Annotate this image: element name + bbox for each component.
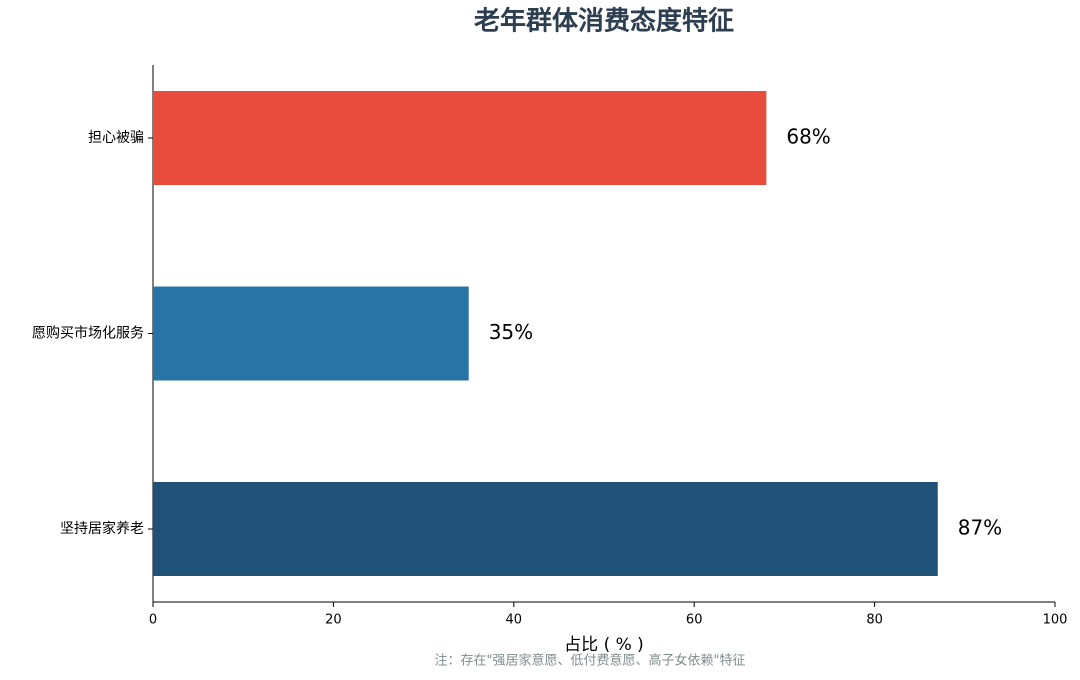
y-tick-label: 担心被骗 [88,130,144,146]
value-label: 68% [786,125,830,149]
x-tick-label: 20 [325,613,342,628]
y-tick-label: 愿购买市场化服务 [32,325,144,342]
bar [153,482,938,576]
x-tick-label: 40 [506,613,523,628]
x-tick-label: 100 [1043,613,1068,628]
x-tick-label: 80 [866,613,883,628]
bar [153,286,469,381]
value-label: 35% [489,320,533,344]
bar [153,91,767,185]
note: 注：存在"强居家意愿、低付费意愿、高子女依赖"特征 [435,653,746,669]
value-label: 87% [958,516,1002,540]
x-tick-label: 0 [149,613,157,628]
chart-title: 老年群体消费态度特征 [474,6,734,37]
x-axis-label: 占比 ( % ) [564,635,644,655]
x-tick-label: 60 [686,613,703,628]
y-tick-label: 坚持居家养老 [60,520,144,537]
